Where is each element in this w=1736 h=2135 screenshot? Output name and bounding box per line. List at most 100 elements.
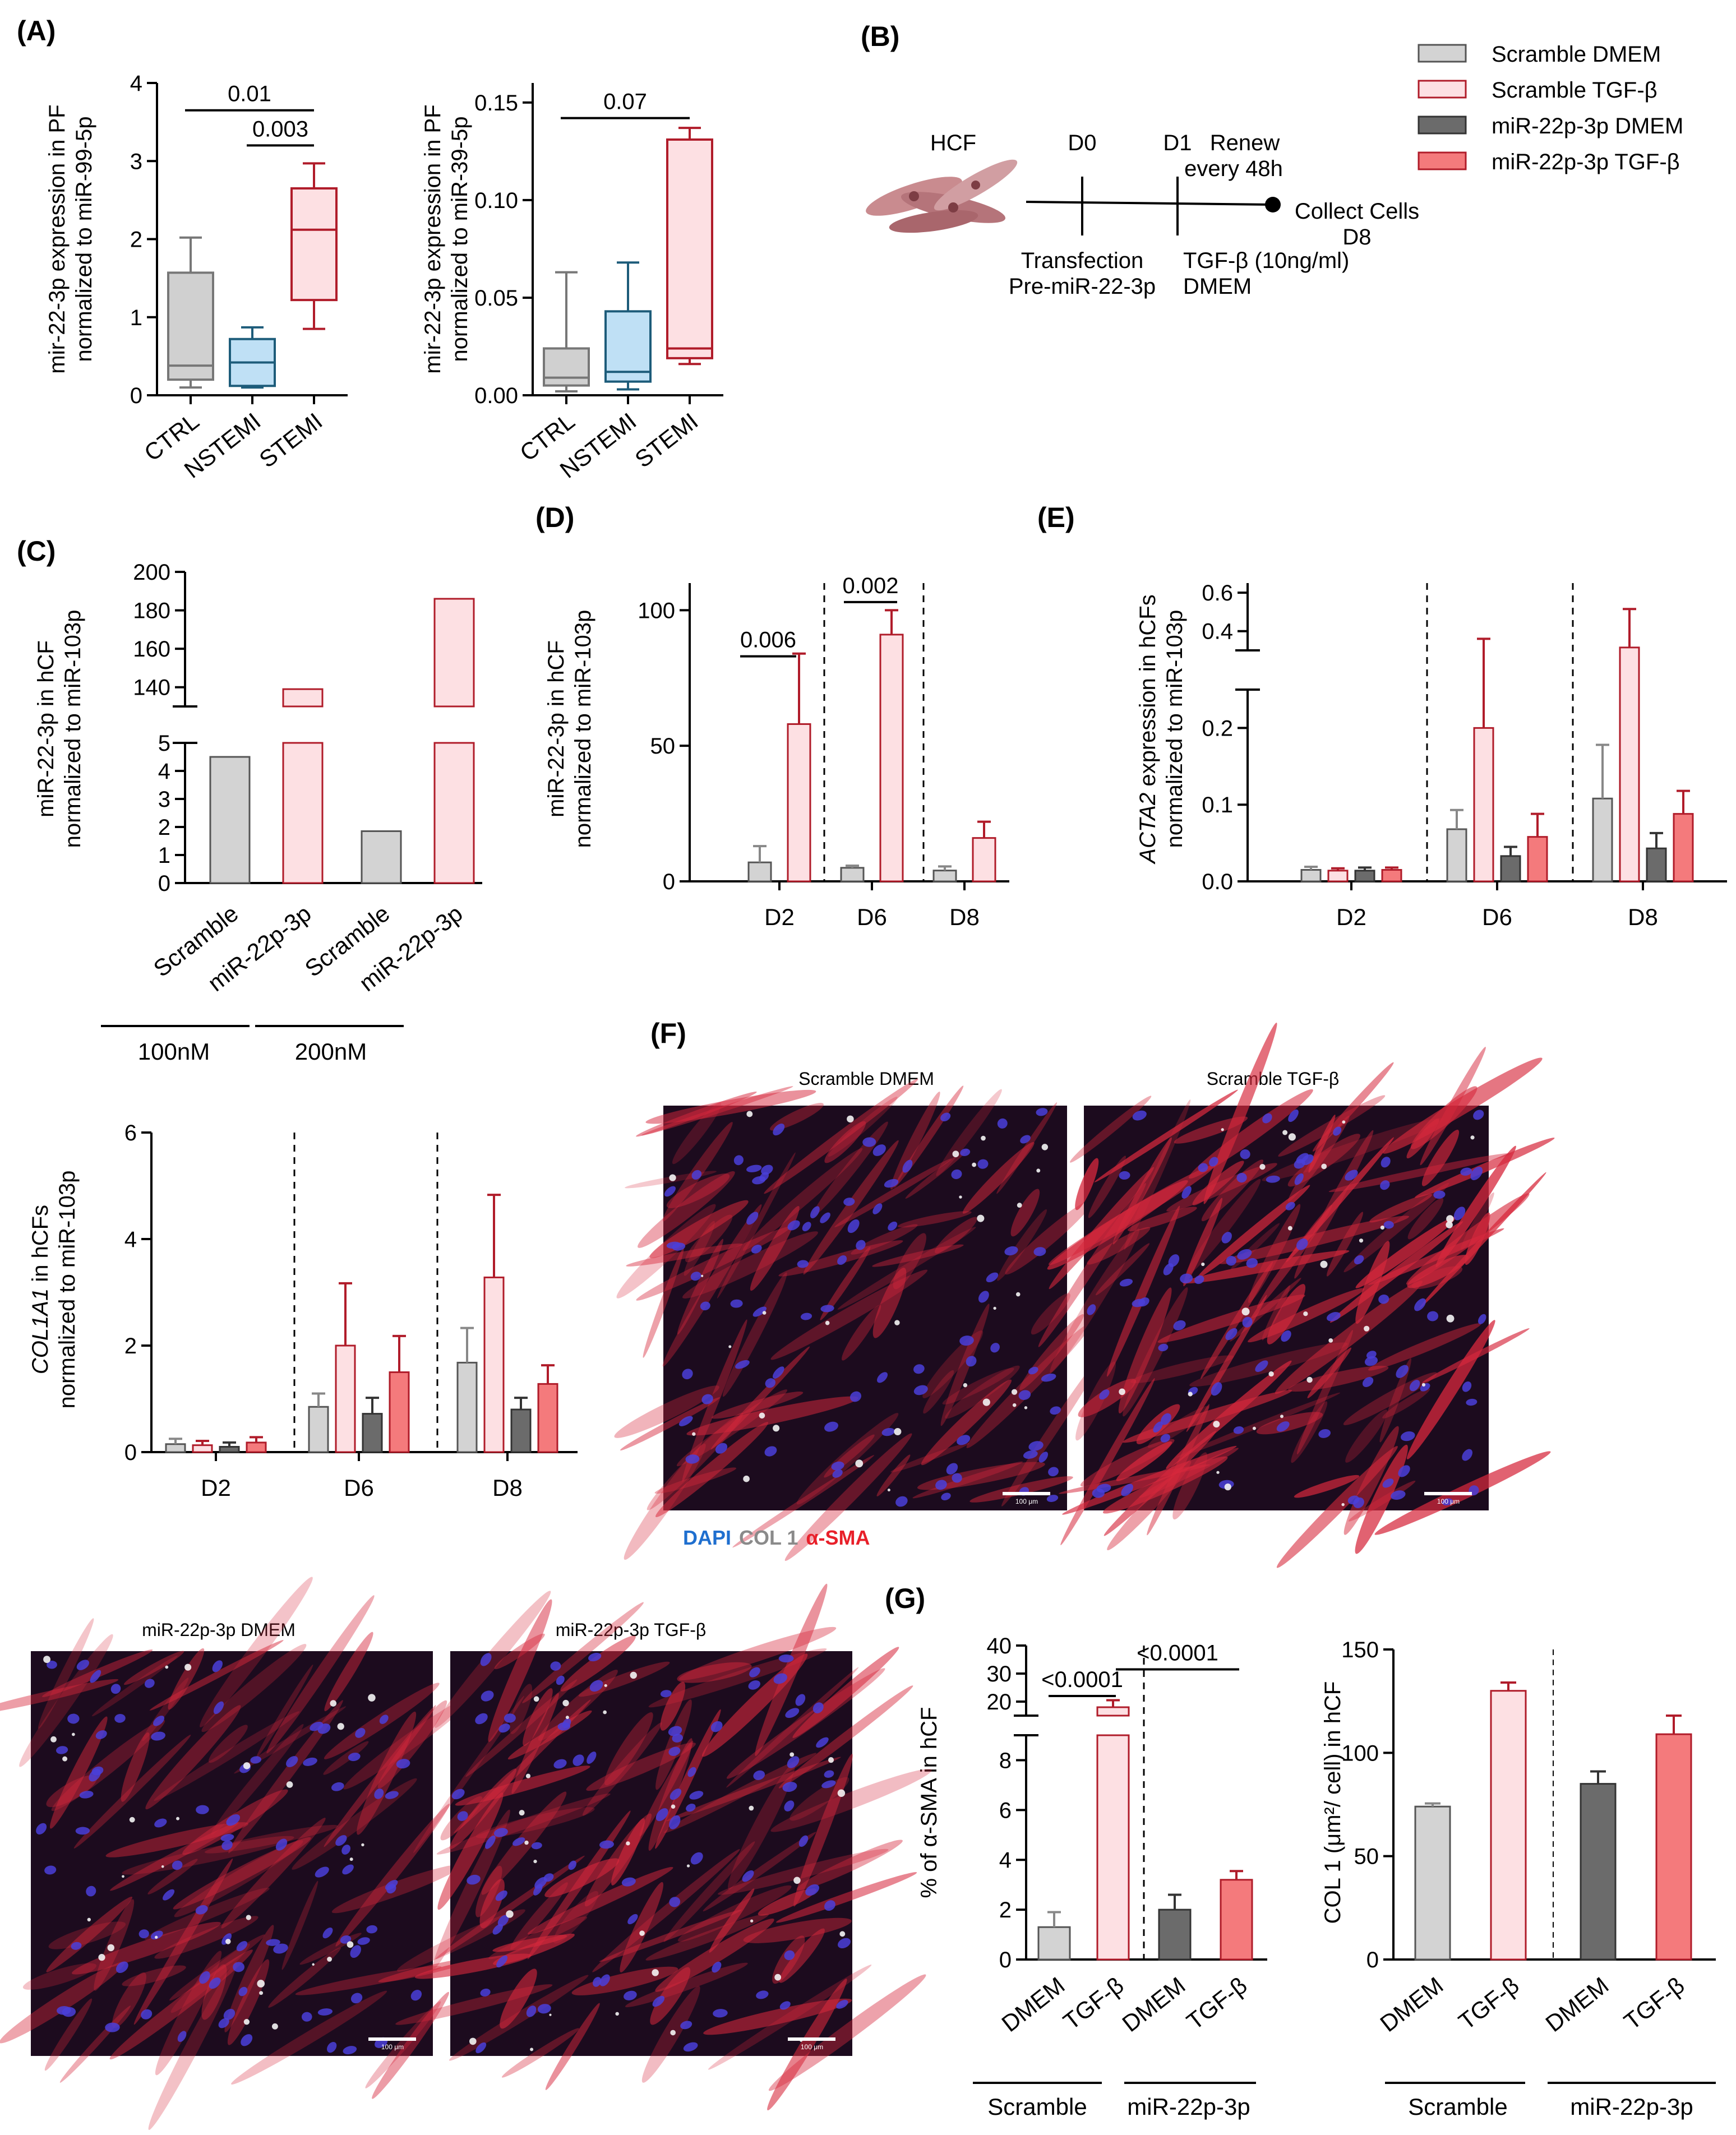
scale-bar-label: 100 μm: [381, 2043, 404, 2051]
asma-fiber: [1139, 1448, 1239, 1498]
dapi-nucleus: [1121, 1484, 1133, 1496]
col1-deposit: [519, 1810, 525, 1816]
asma-fiber: [1383, 1057, 1543, 1154]
asma-fiber: [703, 1832, 816, 1912]
asma-fiber: [324, 1632, 373, 1712]
asma-fiber: [1288, 1366, 1389, 1392]
asma-fiber: [897, 1211, 972, 1228]
dapi-nucleus: [233, 1962, 244, 1972]
asma-fiber: [571, 1966, 678, 1995]
y-tick-label: 30: [987, 1662, 1012, 1686]
schematic-collect-2: D8: [1342, 225, 1371, 249]
asma-fiber: [357, 1711, 417, 1835]
bar: [1354, 870, 1375, 882]
col1-deposit: [793, 1877, 801, 1884]
asma-fiber: [1088, 1156, 1126, 1218]
x-tick-label: D6: [344, 1475, 374, 1501]
dapi-nucleus: [820, 1305, 834, 1313]
asma-fiber: [545, 2003, 600, 2090]
bar: [1580, 1783, 1617, 1961]
asma-fiber: [1157, 1295, 1305, 1343]
bar: [1037, 1926, 1071, 1961]
col1-deposit: [759, 1412, 765, 1419]
x-tick-label: D2: [1336, 904, 1366, 930]
dapi-nucleus: [872, 1203, 883, 1214]
dapi-nucleus: [782, 1782, 797, 1792]
asma-fiber: [145, 1705, 241, 1810]
col1-deposit: [977, 1214, 985, 1222]
bar: [840, 867, 865, 882]
dapi-nucleus: [75, 1827, 90, 1835]
col1-deposit: [246, 1915, 251, 1920]
asma-fiber: [997, 1209, 1047, 1281]
asma-fiber: [1262, 1118, 1444, 1181]
asma-fiber: [684, 1221, 715, 1276]
dapi-nucleus: [1391, 1490, 1406, 1500]
panel-label-a: (A): [17, 15, 56, 47]
asma-fiber: [709, 1888, 755, 1953]
schematic-collect-1: Collect Cells: [1295, 199, 1419, 224]
asma-fiber: [1070, 1096, 1152, 1163]
asma-fiber: [890, 1092, 940, 1190]
dapi-nucleus: [1294, 1159, 1305, 1169]
col1-deposit: [839, 1931, 846, 1937]
dapi-nucleus: [787, 1756, 800, 1768]
asma-fiber: [1122, 1390, 1292, 1443]
dapi-nucleus: [498, 1723, 510, 1733]
col1-deposit: [1268, 1371, 1274, 1377]
bar: [246, 1441, 267, 1453]
col1-deposit: [1017, 1203, 1022, 1208]
col1-deposit: [286, 1781, 293, 1788]
dapi-nucleus: [512, 1837, 525, 1846]
dapi-nucleus: [105, 2022, 120, 2032]
dapi-nucleus: [348, 1753, 361, 1762]
dapi-nucleus: [1181, 1186, 1192, 1199]
asma-fiber: [1186, 1295, 1267, 1432]
asma-fiber: [1130, 1355, 1234, 1383]
dapi-nucleus: [568, 1860, 576, 1870]
col1-deposit: [1321, 1163, 1327, 1170]
asma-fiber: [1176, 1392, 1341, 1458]
schematic-tgf-1: TGF-β (10ng/ml): [1183, 248, 1349, 273]
col1-deposit: [749, 1805, 754, 1811]
dapi-nucleus: [773, 1124, 785, 1136]
dapi-nucleus: [303, 1757, 317, 1766]
stain-legend: DAPI COL 1 α-SMA: [683, 1526, 870, 1549]
asma-fiber: [1355, 1217, 1456, 1288]
col1-deposit: [1342, 1120, 1346, 1124]
asma-fiber: [228, 1700, 343, 1854]
col1-deposit: [837, 1789, 846, 1797]
dapi-nucleus: [550, 1661, 561, 1671]
dapi-nucleus: [680, 2021, 692, 2030]
asma-fiber: [1183, 1198, 1223, 1287]
col1-deposit: [161, 1865, 164, 1868]
asma-fiber: [770, 1269, 928, 1360]
dapi-nucleus: [218, 2018, 229, 2028]
col1-deposit: [225, 1939, 231, 1944]
asma-fiber: [435, 1591, 551, 1728]
asma-fiber: [1415, 1138, 1555, 1198]
dapi-nucleus: [1383, 1221, 1394, 1229]
bar: [1414, 1805, 1451, 1961]
asma-fiber: [639, 1740, 694, 1837]
dapi-nucleus: [765, 1378, 776, 1388]
x-tick-label: TGF-β: [1453, 1972, 1523, 2035]
dapi-nucleus: [668, 1746, 681, 1757]
asma-fiber: [655, 1709, 721, 1849]
col1-deposit: [1306, 1376, 1313, 1383]
dapi-nucleus: [735, 1360, 750, 1369]
dapi-nucleus: [1211, 1382, 1222, 1396]
asma-fiber: [663, 1841, 755, 1942]
col1-deposit: [271, 2023, 278, 2030]
dapi-nucleus: [977, 1159, 989, 1169]
dapi-nucleus: [250, 1756, 262, 1764]
legend-label-scramble-dmem: Scramble DMEM: [1492, 42, 1661, 67]
asma-fiber: [796, 1413, 899, 1505]
y-tick-label: 0.6: [1202, 581, 1233, 606]
col1-deposit: [1015, 1292, 1021, 1297]
dapi-nucleus: [960, 1148, 971, 1157]
x-tick-label: TGF-β: [1181, 1972, 1252, 2035]
dapi-nucleus: [599, 1840, 614, 1849]
asma-fiber: [755, 1583, 828, 1757]
